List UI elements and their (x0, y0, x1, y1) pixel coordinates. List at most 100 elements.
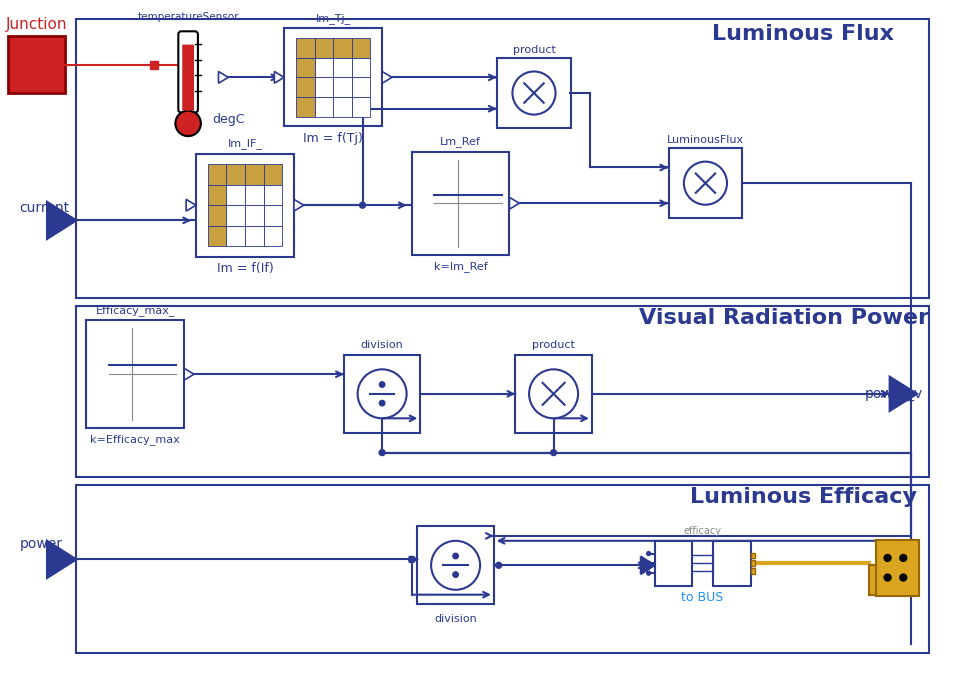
Text: Junction: Junction (6, 17, 67, 32)
Bar (264, 226, 282, 247)
Bar (333, 38, 351, 58)
Circle shape (379, 400, 385, 406)
Bar (751, 560, 756, 566)
Polygon shape (382, 71, 392, 83)
Text: Luminous Efficacy: Luminous Efficacy (690, 487, 917, 507)
Bar (418, 526, 493, 605)
Bar (516, 355, 591, 433)
Bar (751, 568, 756, 574)
Bar (207, 185, 227, 205)
Bar (296, 58, 315, 78)
Circle shape (647, 561, 651, 565)
Bar (227, 226, 245, 247)
Text: Efficacy_max_: Efficacy_max_ (95, 305, 175, 316)
Text: power_v: power_v (865, 387, 923, 401)
Text: degC: degC (212, 113, 245, 126)
Polygon shape (184, 369, 194, 380)
Bar (713, 541, 751, 586)
Text: Im_Tj_: Im_Tj_ (316, 13, 350, 24)
Bar (344, 355, 420, 433)
Bar (245, 205, 264, 226)
Circle shape (647, 551, 651, 555)
Circle shape (379, 450, 385, 456)
Circle shape (453, 553, 458, 559)
Bar (497, 58, 571, 128)
Circle shape (409, 557, 415, 562)
Polygon shape (294, 200, 303, 211)
FancyBboxPatch shape (869, 565, 876, 594)
Polygon shape (510, 197, 519, 209)
Bar (333, 58, 351, 78)
Bar (227, 205, 245, 226)
Circle shape (551, 450, 557, 456)
Bar (77, 485, 929, 654)
Bar (207, 164, 227, 185)
FancyBboxPatch shape (182, 44, 194, 111)
Bar (264, 185, 282, 205)
Circle shape (529, 369, 578, 419)
Bar (315, 97, 333, 117)
Bar (86, 320, 184, 428)
Bar (333, 78, 351, 97)
Circle shape (513, 71, 556, 115)
Circle shape (410, 557, 416, 562)
Bar (207, 226, 227, 247)
Text: to BUS: to BUS (682, 591, 724, 604)
Bar (77, 19, 929, 298)
Text: Im = f(Tj): Im = f(Tj) (303, 131, 363, 145)
Polygon shape (640, 557, 655, 574)
Text: division: division (361, 340, 403, 350)
Text: current: current (19, 201, 70, 214)
Text: Lm_Ref: Lm_Ref (440, 137, 481, 148)
Bar (351, 97, 371, 117)
Text: Luminous Flux: Luminous Flux (712, 24, 895, 44)
Circle shape (647, 571, 651, 575)
Text: division: division (434, 614, 477, 624)
Bar (196, 154, 294, 257)
Bar (207, 205, 227, 226)
Bar (264, 205, 282, 226)
Bar (315, 78, 333, 97)
Bar (655, 541, 692, 586)
Bar (351, 78, 371, 97)
Bar (296, 97, 315, 117)
Bar (8, 36, 64, 93)
Text: Im_IF_: Im_IF_ (228, 139, 262, 150)
Text: temperatureSensor: temperatureSensor (137, 11, 239, 22)
Circle shape (379, 381, 385, 388)
Circle shape (900, 555, 906, 561)
Polygon shape (47, 202, 77, 239)
Circle shape (884, 555, 891, 561)
Polygon shape (275, 71, 284, 83)
Text: k=Im_Ref: k=Im_Ref (434, 261, 488, 272)
Text: Visual Radiation Power: Visual Radiation Power (638, 309, 929, 328)
Circle shape (884, 574, 891, 581)
Circle shape (360, 202, 366, 208)
Bar (315, 38, 333, 58)
Bar (751, 553, 756, 559)
Bar (669, 148, 742, 218)
Bar (351, 58, 371, 78)
Circle shape (358, 369, 407, 419)
Polygon shape (219, 71, 228, 83)
Bar (351, 38, 371, 58)
Bar (264, 164, 282, 185)
Bar (77, 305, 929, 477)
Bar (150, 61, 157, 69)
Bar (227, 164, 245, 185)
FancyBboxPatch shape (179, 31, 198, 113)
Circle shape (176, 111, 201, 136)
FancyBboxPatch shape (876, 540, 919, 596)
Text: Im = f(If): Im = f(If) (217, 262, 274, 275)
Bar (245, 185, 264, 205)
Bar (315, 58, 333, 78)
Bar (333, 97, 351, 117)
Bar (227, 185, 245, 205)
Polygon shape (47, 541, 77, 578)
Text: product: product (513, 45, 556, 55)
Bar (245, 226, 264, 247)
Bar (245, 164, 264, 185)
Polygon shape (890, 377, 917, 411)
Bar (296, 78, 315, 97)
Circle shape (684, 162, 727, 205)
